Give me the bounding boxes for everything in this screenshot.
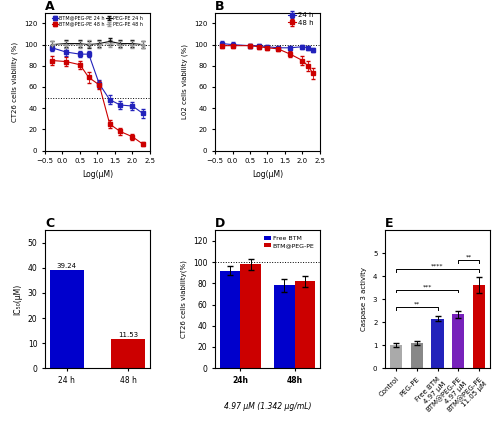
- Text: C: C: [45, 217, 54, 230]
- Text: 39.24: 39.24: [56, 263, 76, 269]
- Text: E: E: [385, 217, 394, 230]
- Text: **: **: [466, 255, 472, 260]
- Text: 11.53: 11.53: [118, 332, 139, 338]
- Bar: [274, 285, 294, 368]
- Text: B: B: [215, 0, 224, 13]
- Bar: [240, 264, 261, 368]
- X-axis label: Log(μM): Log(μM): [252, 170, 283, 179]
- Bar: [294, 281, 315, 368]
- Bar: [473, 285, 485, 368]
- Y-axis label: IC₅₀(μM): IC₅₀(μM): [13, 284, 22, 315]
- Legend: Free BTM, BTM@PEG-PE: Free BTM, BTM@PEG-PE: [262, 234, 317, 250]
- Bar: [50, 270, 84, 368]
- Text: **: **: [414, 302, 420, 307]
- Legend: 24 h, 48 h: 24 h, 48 h: [285, 9, 316, 28]
- Bar: [390, 345, 402, 368]
- Bar: [432, 319, 444, 368]
- Text: D: D: [215, 217, 226, 230]
- Bar: [220, 270, 240, 368]
- Legend: BTM@PEG-PE 24 h, BTM@PEG-PE 48 h, PEG-PE 24 h, PEG-PE 48 h: BTM@PEG-PE 24 h, BTM@PEG-PE 48 h, PEG-PE…: [52, 15, 143, 27]
- Y-axis label: Caspase 3 activity: Caspase 3 activity: [362, 267, 368, 331]
- Bar: [410, 343, 423, 368]
- Bar: [112, 339, 145, 368]
- Text: ***: ***: [422, 285, 432, 290]
- Text: 4.97 μM (1.342 μg/mL): 4.97 μM (1.342 μg/mL): [224, 402, 311, 411]
- Y-axis label: CT26 cells viability(%): CT26 cells viability(%): [181, 260, 188, 338]
- Y-axis label: L02 cells viability (%): L02 cells viability (%): [182, 44, 188, 119]
- Y-axis label: CT26 cells viability (%): CT26 cells viability (%): [12, 42, 18, 122]
- Text: ****: ****: [432, 264, 444, 269]
- Text: A: A: [45, 0, 54, 13]
- X-axis label: Log(μM): Log(μM): [82, 170, 113, 179]
- Bar: [452, 314, 464, 368]
